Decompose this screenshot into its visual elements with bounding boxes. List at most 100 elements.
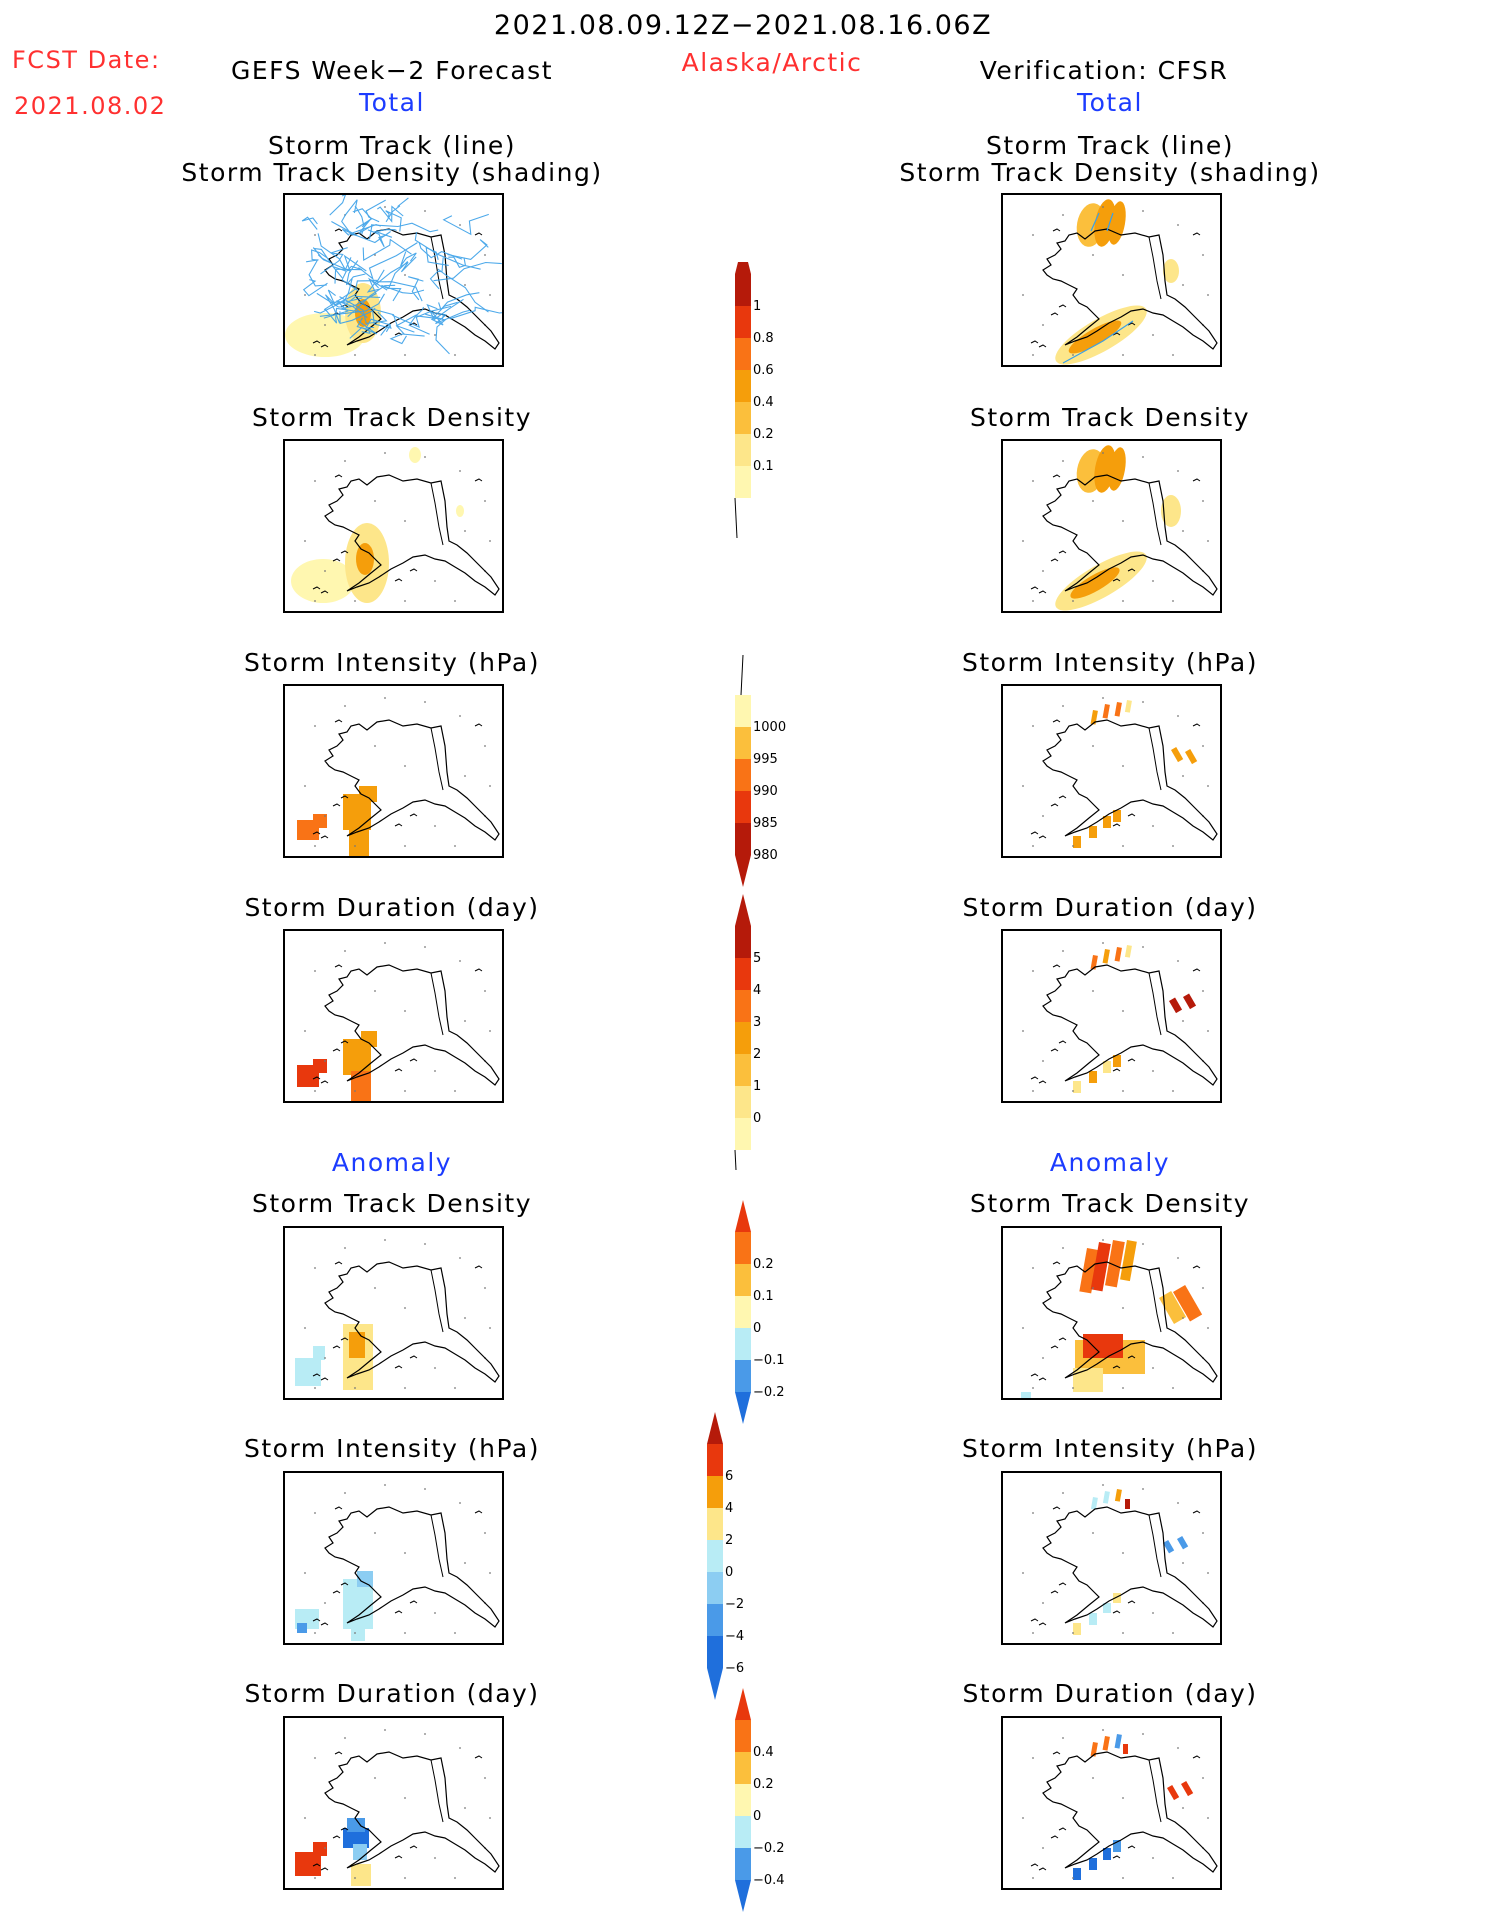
island-marks [312,1261,483,1381]
colorbar-segment [735,958,751,990]
map-canvas [291,447,500,603]
alaska-coastline [324,474,500,596]
colorbar-segment [735,791,751,823]
fcst-date-value: 2021.08.02 [14,92,167,120]
colorbar-tick-label: 3 [753,1015,761,1030]
colorbar-tick-label: 995 [753,752,778,767]
colorbar-tick-label: −2 [725,1597,744,1612]
colorbar-tick-label: 0 [753,1321,761,1336]
colorbar-segment [707,1476,723,1508]
map-canvas [1021,1239,1218,1398]
colorbar-top-arrow [735,1200,751,1232]
graticule-dots [1022,452,1209,602]
map-verif-anom-duration [1001,1716,1222,1890]
storm-track-lines [301,195,502,355]
map-canvas [295,1729,500,1886]
colorbar-segment [707,1540,723,1572]
map-verif-density [1001,439,1222,613]
colorbar-segment [735,695,751,727]
alaska-coastline [324,964,500,1086]
colorbar-segment [707,1444,723,1476]
colorbar-tick-label: 1 [753,1079,761,1094]
left-anom-intensity-title: Storm Intensity (hPa) [244,1434,540,1463]
colorbar-segment [735,306,751,338]
graticule-dots [1022,1239,1209,1389]
duration-cells [297,1031,377,1101]
alaska-coastline [324,719,500,841]
colorbar-intensity-total: 1000 995 990 985 980 [735,654,786,887]
colorbar-density-anom: 0.2 0.1 0 −0.1 −0.2 [735,1200,785,1424]
alaska-coastline [1042,1506,1218,1628]
map-canvas [1022,1484,1218,1635]
colorbar-tick-label: 0.1 [753,1289,774,1304]
colorbar-tick-label: 0 [753,1809,761,1824]
colorbar-tick-label: 0.4 [753,1745,774,1760]
colorbar-segment [735,759,751,791]
colorbar-duration-anom: 0.4 0.2 0 −0.2 −0.4 [735,1688,785,1912]
colorbar-segment [735,370,751,402]
island-marks [1030,474,1201,594]
colorbar-segment [735,990,751,1022]
map-canvas [297,697,500,856]
graticule-dots [1022,1729,1209,1879]
left-anom-duration-title: Storm Duration (day) [244,1679,540,1708]
island-marks [1030,719,1201,839]
colorbar-tick-label: −0.2 [753,1841,785,1856]
colorbar-tick-label: 2 [753,1047,761,1062]
alaska-coastline [1042,1751,1218,1873]
colorbar-tick-label: 0.2 [753,1257,774,1272]
alaska-coastline [324,1261,500,1383]
canada-border-line [1148,1514,1162,1578]
right-duration-title: Storm Duration (day) [962,893,1258,922]
island-marks [1030,1751,1201,1871]
anomaly-cells [1073,1489,1189,1635]
colorbar-segment [735,402,751,434]
colorbar-tick-label: 4 [725,1501,733,1516]
colorbar-segment [735,1264,751,1296]
colorbar-segment [735,338,751,370]
map-canvas [1022,942,1218,1093]
colorbar-tick-label: 0.2 [753,1777,774,1792]
intensity-cells [1073,700,1198,848]
map-verif-track [1001,193,1222,367]
colorbar-segment [735,1086,751,1118]
colorbar-tick-label: 985 [753,816,778,831]
map-verif-anom-density [1001,1226,1222,1400]
colorbar-tick-label: 0 [753,1111,761,1126]
colorbar-segment [707,1604,723,1636]
map-forecast-anom-density [283,1226,504,1400]
colorbar-tick-label: 2 [725,1533,733,1548]
left-intensity-title: Storm Intensity (hPa) [244,648,540,677]
colorbar-segment [735,1752,751,1784]
colorbar-segment [735,1232,751,1264]
map-canvas [285,195,502,357]
colorbar-segment [735,727,751,759]
colorbar-segment [735,434,751,466]
colorbar-duration-total: 5 4 3 2 1 0 [734,894,761,1170]
map-canvas [297,942,500,1101]
map-canvas [295,1239,500,1390]
graticule-dots [1022,942,1209,1092]
colorbar-top-arrow [735,262,751,274]
colorbar-tick-label: 1 [753,299,761,314]
canada-border-line [430,727,444,791]
graticule-dots [304,1239,491,1389]
colorbar-segment [735,274,751,306]
island-marks [312,964,483,1084]
left-total-label: Total [359,88,425,117]
island-marks [1030,964,1201,1084]
alaska-coastline [324,1751,500,1873]
left-track-title-line1: Storm Track (line) [267,131,517,160]
canada-border-line [1148,972,1162,1036]
map-verif-duration [1001,929,1222,1103]
map-verif-intensity [1001,684,1222,858]
region-title: Alaska/Arctic [681,48,863,77]
colorbar-segment [735,823,751,855]
fcst-date-label: FCST Date: [12,46,161,74]
alaska-coastline [1042,228,1218,350]
colorbar-segment [735,1816,751,1848]
canada-border-line [1148,727,1162,791]
colorbar-bottom-arrow [707,1668,723,1700]
island-marks [1030,228,1201,348]
colorbar-tick-label: 0.2 [753,427,774,442]
